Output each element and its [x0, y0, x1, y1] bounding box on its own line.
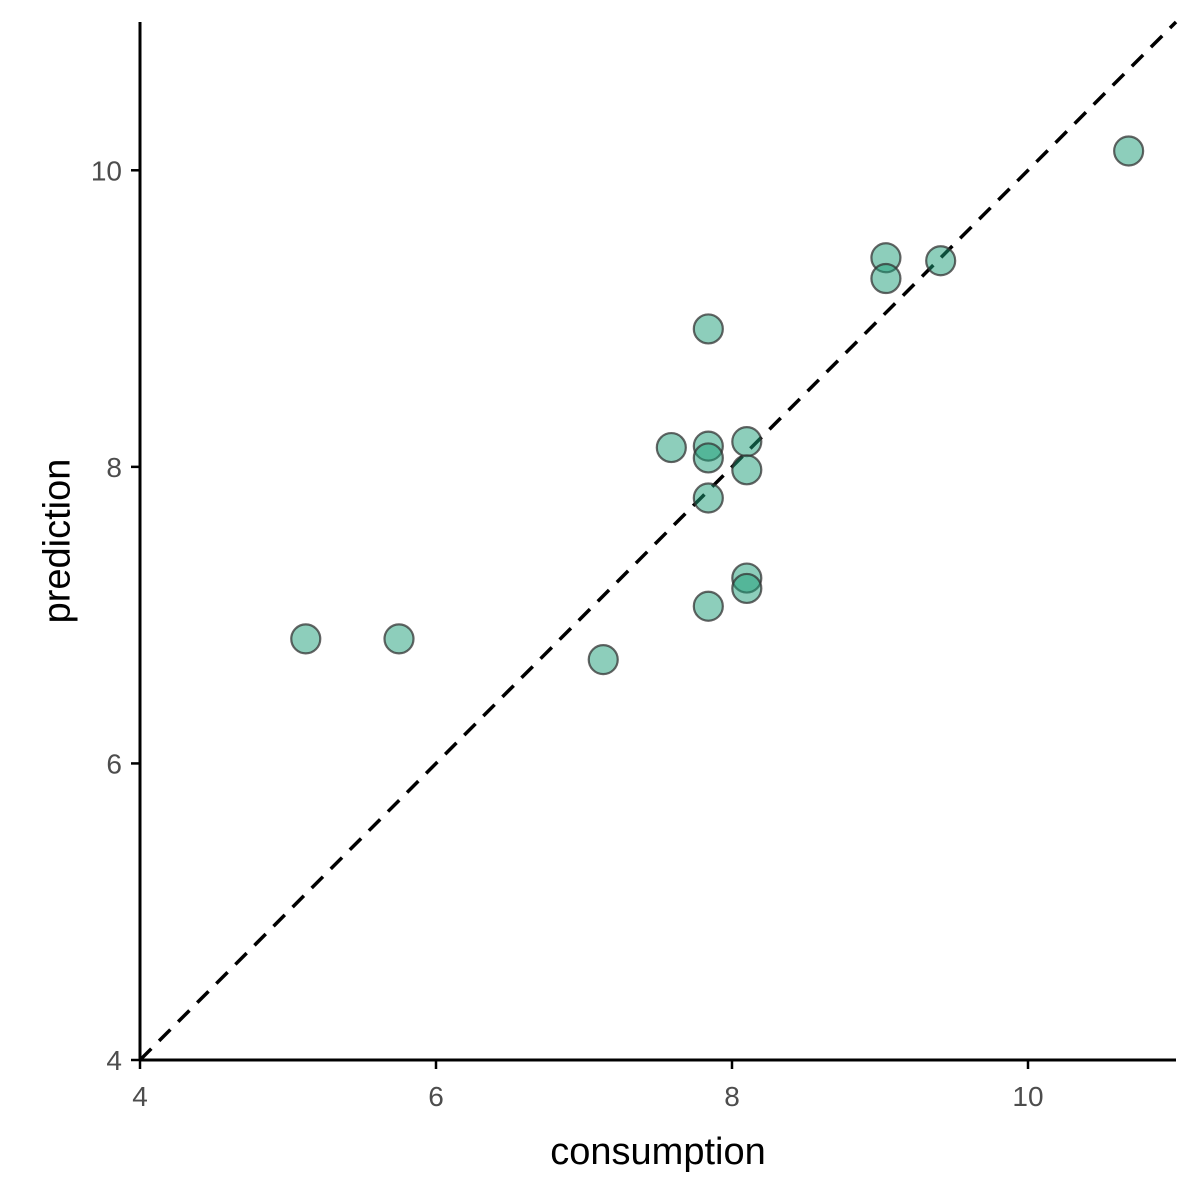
x-tick-label: 8	[724, 1081, 740, 1112]
data-point	[1113, 135, 1145, 167]
y-tick-label: 10	[91, 155, 122, 186]
points-layer	[290, 135, 1145, 676]
data-point	[692, 482, 724, 514]
data-point	[731, 454, 763, 486]
y-tick-label: 4	[106, 1045, 122, 1076]
x-axis-title: consumption	[550, 1131, 765, 1173]
reference-line	[138, 20, 1178, 1062]
y-tick-label: 6	[106, 748, 122, 779]
data-point	[731, 572, 763, 605]
ticks-layer: 4 6 8 10 4 6 8 10	[91, 155, 1044, 1112]
x-tick-label: 4	[132, 1081, 148, 1112]
y-tick-label: 8	[106, 452, 122, 483]
data-point	[692, 442, 724, 474]
data-point	[870, 262, 902, 295]
data-point	[290, 623, 322, 655]
x-tick-label: 10	[1012, 1081, 1043, 1112]
data-point	[925, 245, 957, 277]
data-point	[731, 426, 763, 458]
axes-layer	[138, 22, 1176, 1062]
data-point	[692, 313, 724, 345]
data-point	[383, 623, 415, 655]
y-axis-title: prediction	[36, 459, 78, 624]
data-point	[692, 590, 724, 622]
reference-line-layer	[138, 20, 1178, 1062]
data-point	[655, 431, 687, 464]
x-tick-label: 6	[428, 1081, 444, 1112]
data-point	[587, 644, 619, 676]
